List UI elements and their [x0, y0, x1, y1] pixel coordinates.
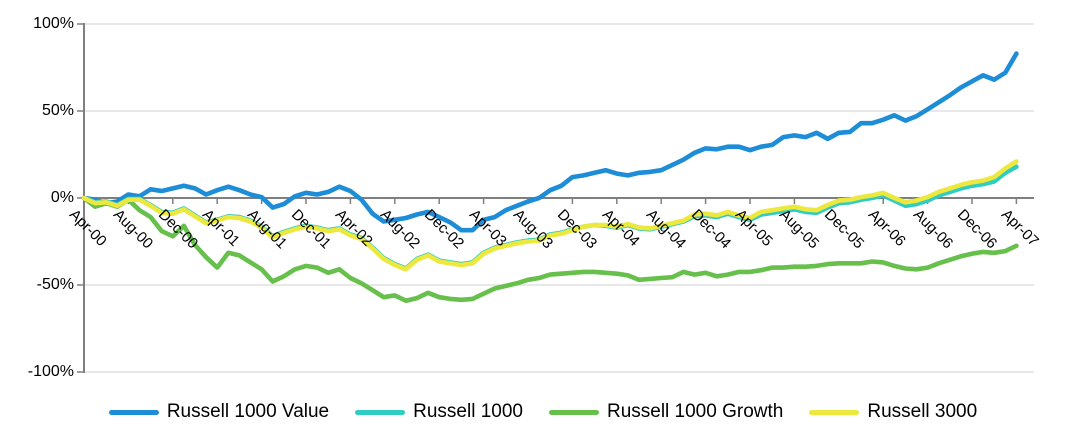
- legend-label: Russell 3000: [867, 401, 978, 422]
- legend-item: Russell 3000: [809, 401, 977, 423]
- series-line-russell-3000: [81, 159, 1019, 272]
- y-axis-tick-label: -100%: [27, 363, 74, 380]
- y-axis-tick-label: -50%: [36, 276, 74, 293]
- legend-swatch-icon: [108, 409, 159, 415]
- legend-swatch-icon: [355, 409, 406, 415]
- legend-label: Russell 1000: [413, 401, 523, 422]
- legend-item: Russell 1000: [355, 401, 523, 423]
- legend-swatch-icon: [548, 409, 599, 415]
- y-axis-tick-label: 50%: [41, 102, 74, 119]
- series-line-russell-1000-growth: [81, 195, 1019, 304]
- series-line-russell-1000-value: [81, 51, 1019, 233]
- legend-item: Russell 1000 Growth: [548, 401, 784, 423]
- legend-label: Russell 1000 Growth: [606, 401, 784, 422]
- legend-item: Russell 1000 Value: [108, 401, 330, 423]
- y-axis-tick-label: 100%: [33, 15, 74, 32]
- chart-legend: Russell 1000 Value Russell 1000 Russell 10…: [0, 401, 1086, 423]
- legend-label: Russell 1000 Value: [166, 401, 330, 422]
- legend-swatch-icon: [809, 409, 860, 415]
- y-axis-tick-label: 0%: [50, 189, 74, 206]
